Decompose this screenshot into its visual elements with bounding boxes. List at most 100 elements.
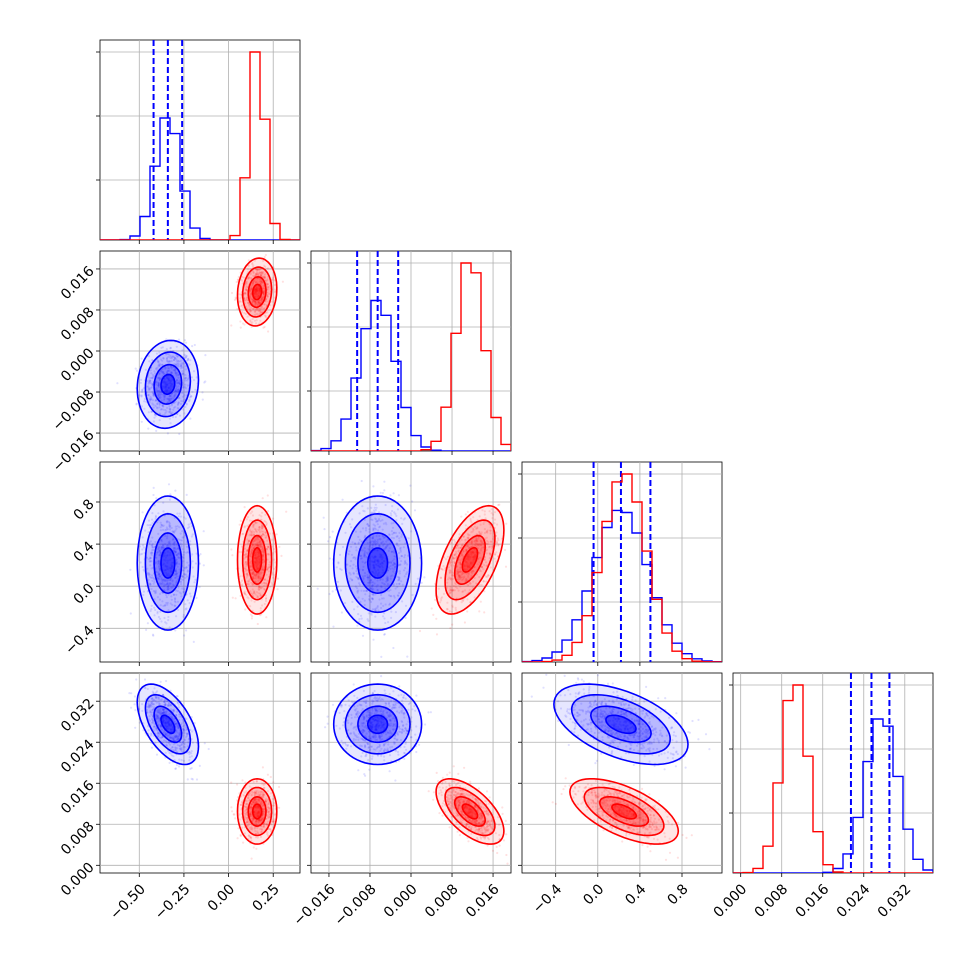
- sample-point: [157, 390, 160, 393]
- sample-point: [256, 561, 259, 564]
- sample-point: [164, 385, 167, 388]
- sample-point: [336, 580, 339, 584]
- sample-point: [174, 551, 177, 555]
- sample-point: [175, 354, 178, 357]
- sample-point: [391, 574, 394, 577]
- sample-point: [247, 302, 250, 305]
- sample-point: [264, 531, 267, 534]
- sample-point: [376, 579, 379, 582]
- sample-point: [398, 591, 401, 595]
- sample-point: [168, 405, 171, 408]
- sample-point: [372, 523, 375, 526]
- sample-point: [258, 561, 261, 564]
- sample-point: [152, 486, 155, 489]
- sample-point: [249, 319, 252, 322]
- sample-point: [257, 289, 260, 292]
- sample-point: [249, 287, 253, 290]
- sample-point: [250, 286, 253, 289]
- sample-point: [183, 394, 186, 397]
- sample-point: [163, 558, 166, 561]
- sample-point: [254, 280, 257, 283]
- sample-point: [395, 535, 398, 538]
- sample-point: [160, 583, 163, 586]
- sample-point: [261, 567, 264, 570]
- sample-point: [257, 575, 260, 578]
- sample-point: [351, 518, 354, 521]
- sample-point: [360, 540, 363, 543]
- sample-point: [166, 601, 169, 605]
- sample-point: [386, 576, 389, 580]
- sample-point: [179, 542, 182, 545]
- sample-point: [151, 576, 154, 579]
- sample-point: [371, 597, 374, 601]
- sample-point: [150, 544, 153, 547]
- sample-point: [271, 300, 274, 303]
- sample-point: [147, 385, 150, 388]
- sample-point: [245, 286, 248, 289]
- sample-point: [374, 593, 377, 596]
- sample-point: [247, 277, 250, 280]
- sample-point: [181, 370, 184, 373]
- sample-point: [165, 579, 168, 582]
- sample-point: [248, 534, 251, 537]
- sample-point: [276, 588, 279, 591]
- sample-point: [237, 293, 241, 296]
- sample-point: [159, 617, 162, 620]
- sample-point: [264, 597, 268, 601]
- sample-point: [174, 550, 177, 553]
- sample-point: [267, 288, 270, 291]
- sample-point: [147, 427, 150, 430]
- sample-point: [167, 379, 170, 382]
- sample-point: [280, 554, 283, 558]
- sample-point: [167, 574, 170, 577]
- sample-point: [273, 291, 277, 294]
- sample-point: [179, 402, 183, 405]
- sample-point: [381, 561, 384, 565]
- sample-point: [184, 383, 187, 386]
- sample-point: [182, 536, 185, 539]
- sample-point: [404, 542, 407, 545]
- sample-point: [241, 533, 244, 536]
- sample-point: [182, 553, 185, 556]
- sample-point: [182, 551, 186, 554]
- sample-point: [182, 590, 185, 594]
- sample-point: [357, 578, 360, 581]
- sample-point: [393, 596, 396, 599]
- sample-point: [174, 604, 177, 608]
- sample-point: [369, 541, 372, 544]
- sample-point: [268, 565, 271, 569]
- sample-point: [164, 409, 167, 412]
- sample-point: [157, 566, 161, 569]
- sample-point: [246, 573, 249, 576]
- sample-point: [328, 536, 332, 539]
- sample-point: [260, 586, 263, 589]
- sample-point: [362, 577, 365, 580]
- sample-point: [262, 287, 265, 290]
- sample-point: [243, 592, 247, 596]
- sample-point: [369, 579, 372, 582]
- sample-point: [239, 300, 242, 303]
- sample-point: [203, 381, 206, 384]
- sample-point: [257, 288, 261, 291]
- sample-point: [264, 513, 267, 516]
- sample-point: [164, 381, 167, 384]
- sample-point: [162, 356, 165, 360]
- panel-3-0: [96, 672, 301, 877]
- sample-point: [195, 596, 198, 600]
- sample-point: [172, 355, 175, 358]
- sample-point: [138, 545, 142, 548]
- sample-point: [253, 573, 256, 576]
- sample-point: [260, 530, 263, 533]
- sample-point: [254, 544, 257, 547]
- sample-point: [170, 357, 173, 360]
- sample-point: [394, 562, 397, 565]
- sample-point: [163, 395, 166, 398]
- sample-point: [164, 385, 167, 388]
- sample-point: [160, 399, 163, 402]
- sample-point: [158, 574, 161, 577]
- sample-point: [251, 300, 254, 303]
- sample-point: [394, 611, 397, 614]
- sample-point: [139, 553, 142, 556]
- sample-point: [175, 570, 178, 573]
- sample-point: [157, 532, 160, 536]
